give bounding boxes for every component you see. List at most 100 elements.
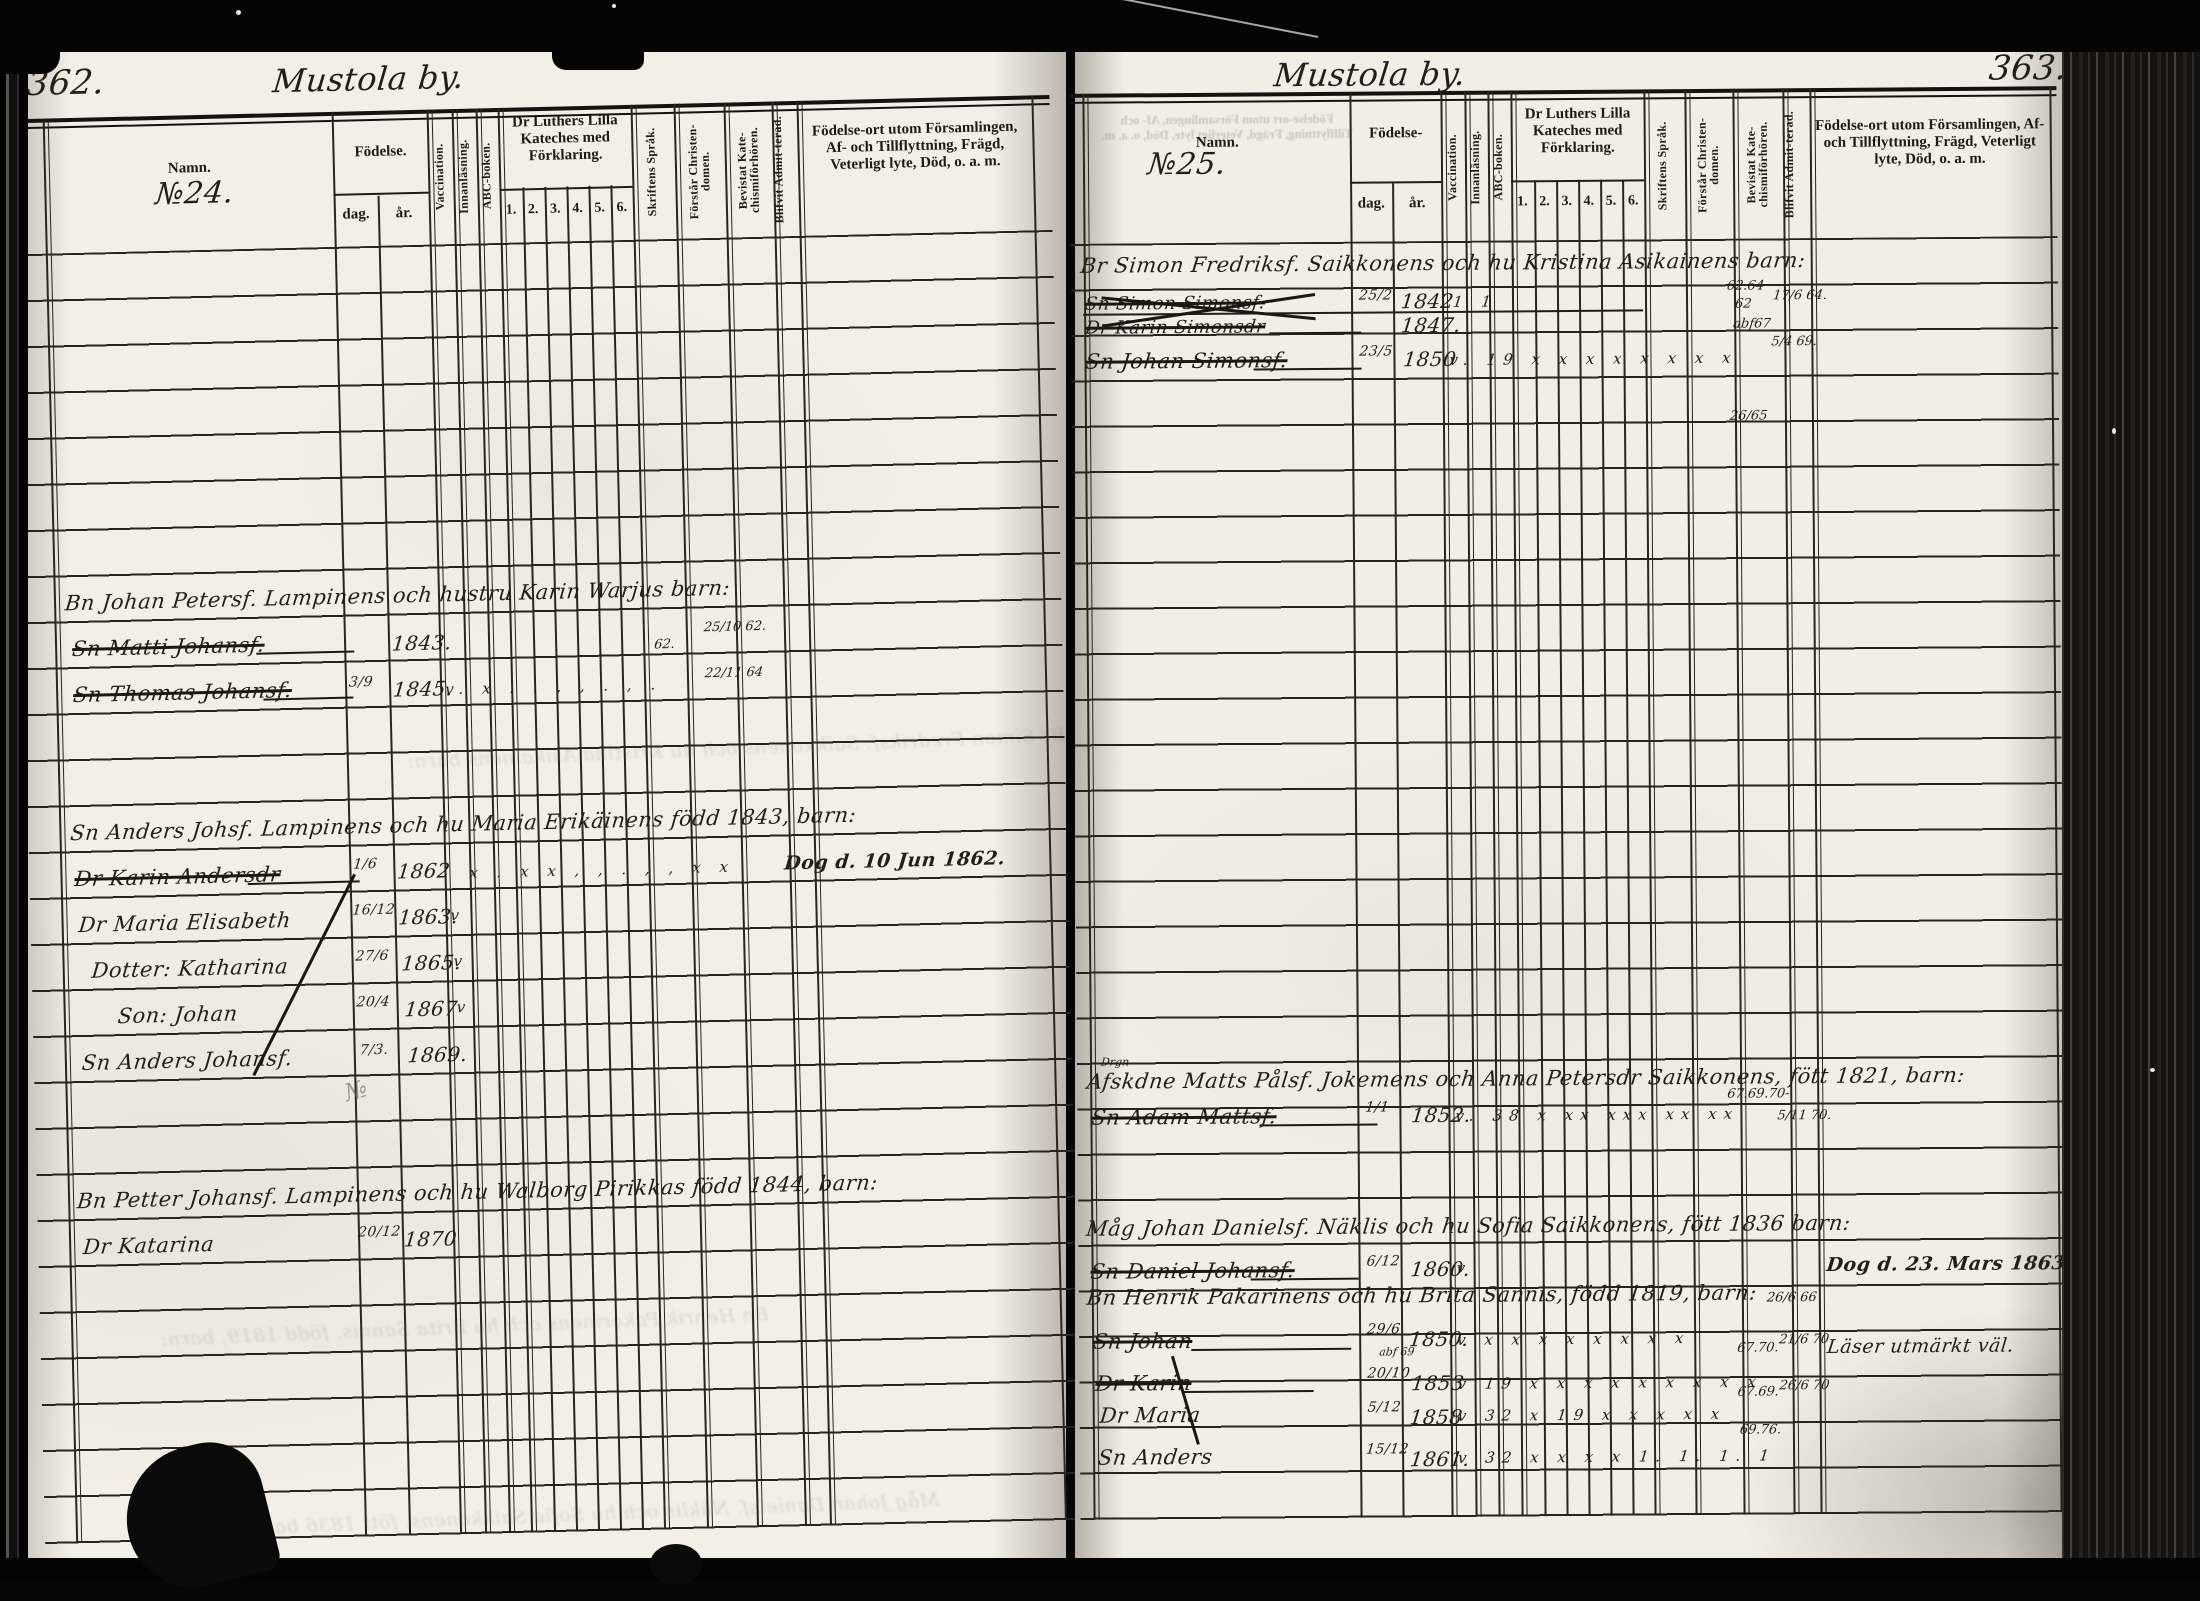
village-title-right: Mustola by.: [1272, 54, 1468, 95]
entry-marks: v 32 x x x x 1. 1. 1. 1: [1457, 1446, 1777, 1467]
entry-mark: 25/10 62.: [703, 618, 767, 636]
family-prefix: Drgn: [1100, 1055, 1130, 1069]
entry-birth-day: 1/6: [352, 855, 379, 873]
col-header-kateches: Dr Luthers Lilla Kateches med Förklaring…: [511, 112, 618, 165]
entry-birth-day: 23/5: [1358, 343, 1394, 360]
entry-birth-day: 20/4: [355, 993, 391, 1011]
entry-mark: 26/6 70: [1778, 1377, 1831, 1394]
col-header-bevistat: Bevistat Kate-chismiförhören.: [734, 126, 763, 214]
entry-mark: 67.70.: [1736, 1340, 1780, 1356]
entry-marks: 1 1: [1451, 292, 1499, 311]
entry-mark: 5/11 70.: [1776, 1107, 1833, 1124]
entry-birth-day: 20/12: [357, 1223, 402, 1241]
col-header-forstar: Förstår Christen-domen.: [1694, 117, 1722, 214]
kateches-num-6: 6.: [1627, 193, 1639, 209]
kateches-num-6: 6.: [616, 199, 628, 216]
entry-name: Sn Adam Mattsf.: [1090, 1104, 1278, 1130]
col-header-abc-boken: ABC-boken.: [478, 142, 494, 210]
entry-mark: 5/4 69.: [1770, 334, 1818, 350]
col-header-blifvit: Blifvit Admit-terad.: [769, 115, 787, 224]
entry-marks: v: [1455, 1258, 1474, 1277]
record-no: №24.: [153, 175, 236, 213]
entry-name: Dotter: Katharina: [90, 954, 290, 983]
entry-birth-day: 27/6: [354, 947, 390, 965]
dust-speck: [236, 10, 241, 15]
entry-marks: v 19 x x x x x x x x x: [1456, 1372, 1764, 1393]
kateches-num-2: 2.: [1539, 194, 1550, 210]
col-header-ar: år.: [1408, 195, 1426, 212]
kateches-num-4: 4.: [572, 200, 583, 217]
entry-birth-year: 1862: [396, 858, 452, 884]
dust-speck: [2112, 428, 2116, 434]
entry-marks: v 32 x 19 x x x x x: [1456, 1404, 1728, 1425]
col-header-ar: år.: [395, 205, 413, 222]
col-header-vaccination: Vaccination.: [431, 143, 447, 211]
entry-mark: 69.76.: [1739, 1422, 1783, 1438]
entry-mark: 22/11 64: [704, 664, 764, 682]
death-note: Dog d. 23. Mars 1863.: [1825, 1252, 2074, 1276]
entry-name: Sn Johan: [1091, 1328, 1194, 1354]
col-header-kateches: Dr Luthers Lilla Kateches med Förklaring…: [1524, 105, 1631, 157]
entry-birth-day: 3/9: [348, 674, 374, 691]
dust-speck: [612, 4, 616, 8]
scan-border-top: [0, 0, 2200, 52]
entry-mark: 21/6 70: [1778, 1331, 1830, 1348]
entry-birth-day: 29/6: [1366, 1321, 1402, 1338]
col-header-bevistat: Bevistat Kate-chismiförhören.: [1743, 121, 1771, 208]
entry-name: Dr Karin Simonsdr: [1084, 316, 1267, 339]
margin-note: Läser utmärkt väl.: [1825, 1334, 2016, 1358]
entry-name: Dr Karin Andersdr: [73, 862, 282, 892]
col-header-fodelseort: Födelse-ort utom Församlingen, Af- och T…: [1815, 116, 2045, 168]
entry-mark: 62.: [653, 636, 676, 653]
col-header-forstar: Förstår Christen-domen.: [684, 123, 713, 220]
col-header-innanlasning: Innanläsning.: [1467, 130, 1483, 205]
record-no: №25.: [1145, 146, 1229, 183]
entry-birth-year: 1843.: [390, 630, 454, 656]
entry-birth-year: 1842: [1399, 288, 1456, 314]
entry-mark: 62.64: [1726, 278, 1765, 294]
ruled-lines: [14, 229, 1084, 1551]
entry-mark: 67.69.70-: [1726, 1086, 1791, 1102]
dust-speck: [2150, 1068, 2155, 1072]
page-number-right: 363.: [1986, 48, 2070, 89]
entry-mark: 67.69.: [1736, 1384, 1780, 1400]
village-title-left: Mustola by.: [270, 57, 467, 101]
entry-name: Sn Matti Johansf.: [70, 632, 266, 662]
scan-border-ragged: [552, 46, 644, 70]
entry-name: Dr Maria Elisabeth: [77, 908, 293, 938]
scan-artifact-blob: [650, 1544, 702, 1584]
kateches-numbers: 1. 2. 3. 4. 5. 6.: [1511, 193, 1644, 210]
entry-mark: 26/6 66: [1766, 1290, 1818, 1306]
kateches-num-5: 5.: [1605, 193, 1617, 209]
col-header-fodelseort: Födelse-ort utom Församlingen, Af- och T…: [811, 118, 1018, 174]
entry-birth-day: 7/3.: [358, 1041, 390, 1059]
entry-birth-year: 1870: [402, 1226, 459, 1252]
entry-birth-day: 16/12: [351, 901, 397, 919]
col-header-innanlasning: Innanläsning.: [455, 139, 472, 215]
col-header-dag: dag.: [342, 206, 370, 223]
entry-name: Sn Anders: [1096, 1444, 1214, 1470]
entry-marks: v x x x x x x x x: [1456, 1329, 1692, 1349]
kateches-num-4: 4.: [1583, 193, 1595, 209]
scan-border-ragged: [0, 40, 60, 74]
entry-birth-day: 15/12: [1365, 1441, 1410, 1458]
kateches-numbers: 1. 2. 3. 4. 5. 6.: [500, 200, 633, 219]
col-header-skriftens: Skriftens Språk.: [1654, 121, 1670, 211]
entry-marks: v. 38 x xx xxx xx xx: [1454, 1104, 1741, 1125]
book-edge-left: [0, 0, 28, 1580]
entry-birth-year: 1867: [403, 996, 459, 1022]
col-header-fodelse: Födelse.: [354, 143, 407, 161]
col-header-blifvit: Blifvit Admit-terad.: [1781, 111, 1797, 219]
col-header-dag: dag.: [1357, 195, 1385, 212]
entry-mark: abf67: [1732, 316, 1772, 332]
entry-birth-day: 5/12: [1366, 1399, 1403, 1416]
kateches-num-3: 3.: [1561, 193, 1572, 210]
entry-birth-year: 1869.: [406, 1041, 469, 1068]
entry-birth-year: 1858: [1408, 1404, 1465, 1430]
kateches-num-1: 1.: [505, 202, 517, 218]
entry-mark: 26/65: [1729, 408, 1769, 424]
kateches-num-3: 3.: [549, 201, 561, 217]
entry-marks: v: [449, 905, 467, 925]
col-header-skriftens: Skriftens Språk.: [643, 127, 660, 217]
